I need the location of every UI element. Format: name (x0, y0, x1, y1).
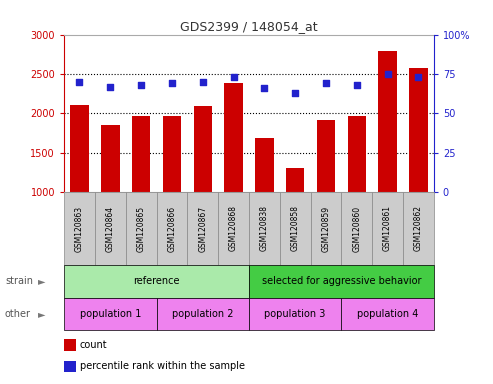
Bar (70, 104, 89, 192)
Point (106, 83, 114, 89)
Text: GSM120858: GSM120858 (291, 205, 300, 252)
Point (353, 82, 361, 88)
Point (384, 71, 391, 77)
Text: percentile rank within the sample: percentile rank within the sample (80, 361, 245, 371)
Text: GSM120861: GSM120861 (383, 205, 392, 252)
Text: GSM120867: GSM120867 (198, 205, 207, 252)
Text: GSM120859: GSM120859 (321, 205, 330, 252)
Bar (317, 120, 335, 192)
Point (168, 80, 176, 86)
Point (75, 79, 83, 85)
Bar (132, 116, 150, 192)
Text: population 4: population 4 (357, 309, 418, 319)
Text: ►: ► (38, 276, 46, 286)
Bar (101, 125, 119, 192)
Point (137, 82, 145, 88)
Text: GSM120864: GSM120864 (106, 205, 115, 252)
Text: GSM120865: GSM120865 (137, 205, 145, 252)
Text: reference: reference (133, 276, 180, 286)
Bar (348, 116, 366, 192)
Text: population 1: population 1 (80, 309, 141, 319)
Bar (286, 167, 305, 192)
Bar (255, 139, 274, 192)
Text: GSM120838: GSM120838 (260, 205, 269, 252)
Text: strain: strain (5, 276, 33, 286)
Title: GDS2399 / 148054_at: GDS2399 / 148054_at (180, 20, 318, 33)
Point (230, 74, 238, 80)
Text: population 3: population 3 (265, 309, 326, 319)
Point (199, 79, 207, 85)
Bar (409, 68, 427, 192)
Bar (224, 83, 243, 192)
Point (322, 80, 330, 86)
Text: GSM120868: GSM120868 (229, 205, 238, 252)
Text: other: other (5, 309, 31, 319)
Point (260, 85, 268, 91)
Bar (378, 51, 397, 192)
Text: GSM120866: GSM120866 (168, 205, 176, 252)
Bar (163, 116, 181, 192)
Bar (193, 106, 212, 192)
Text: population 2: population 2 (172, 309, 234, 319)
Text: GSM120863: GSM120863 (75, 205, 84, 252)
Text: GSM120860: GSM120860 (352, 205, 361, 252)
Text: selected for aggressive behavior: selected for aggressive behavior (262, 276, 421, 286)
Text: GSM120862: GSM120862 (414, 205, 423, 252)
Point (415, 74, 423, 80)
Point (291, 90, 299, 96)
Text: ►: ► (38, 309, 46, 319)
Text: count: count (80, 340, 107, 350)
